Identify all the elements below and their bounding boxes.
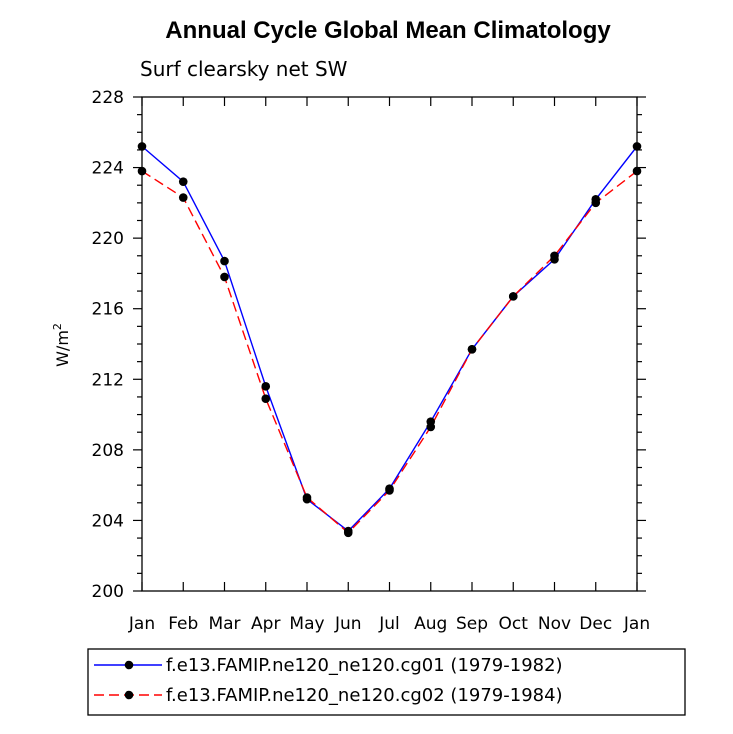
x-tick-label: Apr [251, 614, 280, 634]
y-axis-label-text: W/m [53, 330, 72, 367]
series-layer [137, 142, 642, 538]
x-tick-label: Mar [208, 614, 240, 634]
data-point-series-2 [467, 344, 477, 354]
series-line-1 [141, 145, 638, 532]
y-tick-label: 216 [92, 300, 124, 320]
y-tick-label: 204 [92, 511, 124, 531]
data-point-series-2 [137, 166, 147, 176]
x-tick-label: Jan [128, 614, 155, 634]
x-tick-label: May [289, 614, 324, 634]
y-tick-label: 228 [92, 88, 124, 108]
data-point-series-2 [632, 166, 642, 176]
x-tick-label: Jul [378, 614, 400, 634]
chart-subtitle: Surf clearsky net SW [140, 57, 348, 81]
y-tick-label: 212 [92, 370, 124, 390]
x-tick-label: Dec [579, 614, 612, 634]
data-point-series-2 [220, 272, 229, 282]
legend-box [87, 648, 686, 716]
x-tick-label: Aug [414, 614, 447, 634]
data-point-series-2 [550, 251, 559, 261]
legend: f.e13.FAMIP.ne120_ne120.cg01 (1979-1982)… [87, 648, 686, 716]
data-point-series-2 [343, 528, 353, 538]
y-axis-label: W/m2 [51, 323, 72, 367]
data-point-series-2 [178, 193, 188, 202]
y-tick-label: 208 [92, 441, 124, 461]
data-point-series-1 [632, 142, 642, 151]
data-point-series-2 [591, 198, 601, 208]
plot-frame [141, 96, 638, 592]
svg-text:W/m2: W/m2 [51, 323, 72, 367]
data-point-series-1 [261, 382, 271, 391]
y-tick-label: 220 [92, 229, 124, 249]
data-point-series-1 [178, 177, 188, 186]
x-tick-label: Feb [168, 614, 198, 634]
legend-label-1: f.e13.FAMIP.ne120_ne120.cg01 (1979-1982) [166, 655, 563, 676]
legend-marker-1 [124, 660, 134, 670]
x-tick-label: Nov [538, 614, 571, 634]
tick-labels: Jan Feb Mar Apr May Jun Jul Aug Sep Oct Nov Dec Jan2… [92, 88, 651, 634]
data-point-series-2 [426, 422, 436, 432]
series-line-2 [141, 170, 638, 534]
data-point-series-2 [302, 493, 312, 502]
data-point-series-1 [137, 142, 147, 151]
x-tick-label: Jun [334, 614, 362, 634]
data-point-series-2 [385, 486, 394, 495]
data-point-series-1 [220, 256, 229, 266]
x-tick-label: Sep [456, 614, 488, 634]
x-tick-label: Jan [623, 614, 650, 634]
y-axis-label-superscript: 2 [51, 323, 64, 330]
data-point-series-2 [508, 292, 518, 301]
y-tick-label: 200 [92, 582, 124, 602]
y-tick-label: 224 [92, 159, 124, 179]
legend-marker-2 [124, 690, 134, 700]
ticks-layer [133, 96, 646, 592]
legend-label-2: f.e13.FAMIP.ne120_ne120.cg02 (1979-1984) [166, 685, 563, 706]
x-tick-label: Oct [499, 614, 529, 634]
chart-title: Annual Cycle Global Mean Climatology [165, 17, 611, 44]
data-point-series-2 [261, 394, 271, 403]
